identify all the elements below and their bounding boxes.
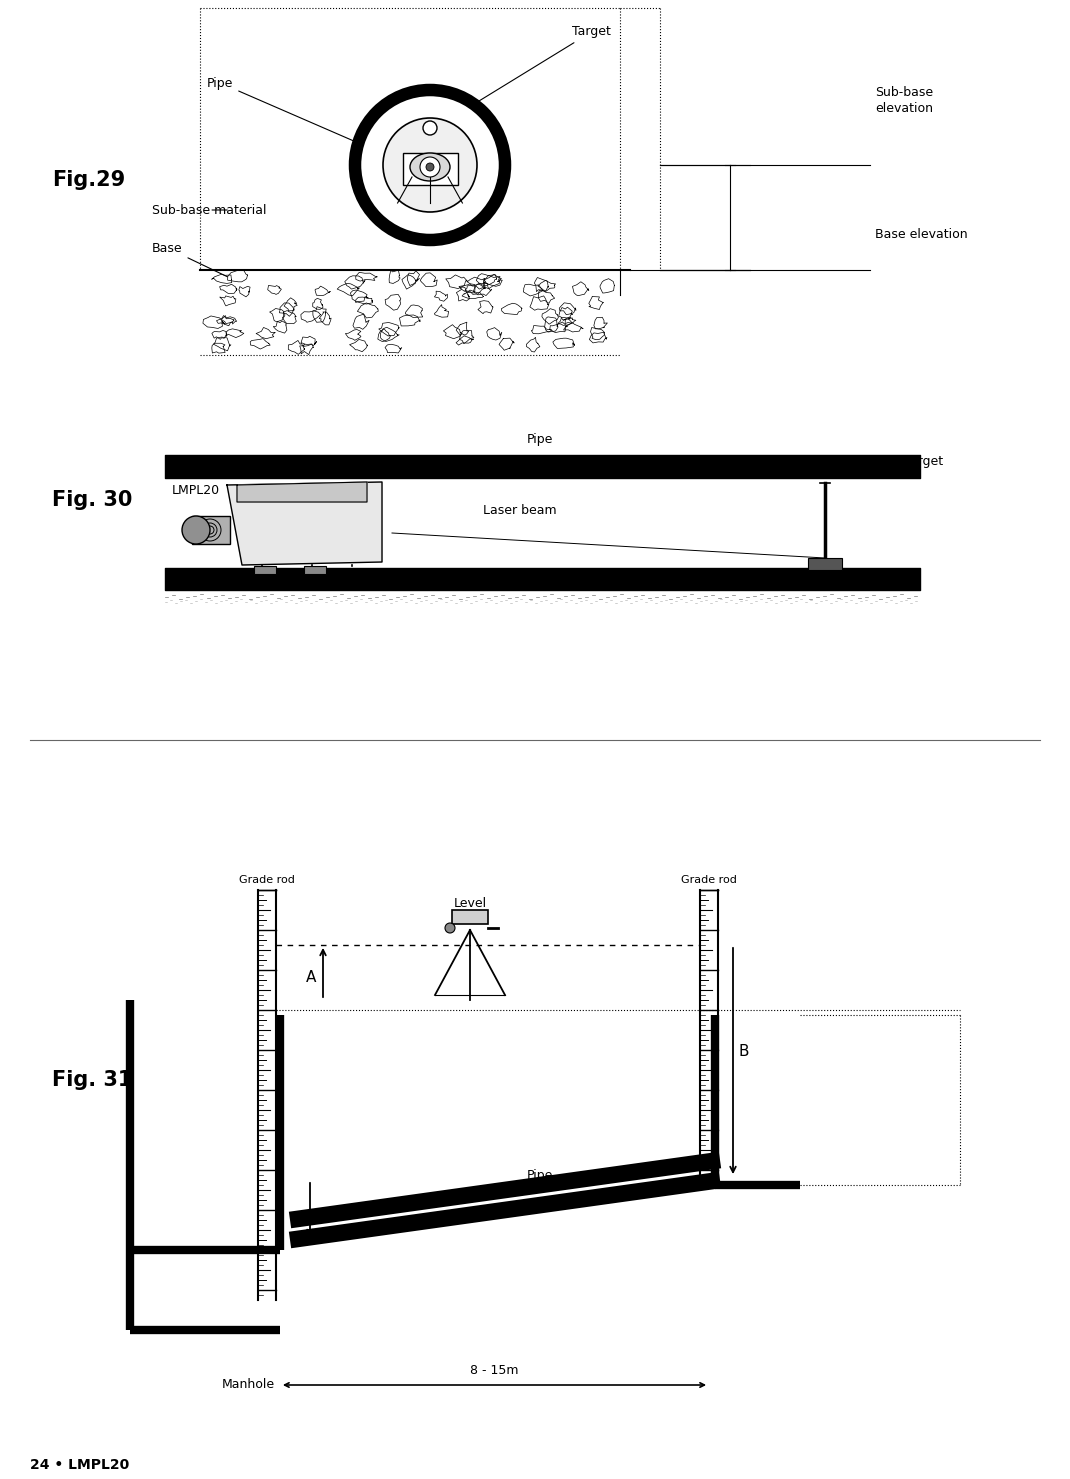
Circle shape [383,118,477,211]
Polygon shape [227,482,382,565]
Text: Sub-base
elevation: Sub-base elevation [875,86,933,114]
Text: Laser beam: Laser beam [484,503,556,516]
Text: Pipe: Pipe [207,77,361,143]
Text: 8 - 15m: 8 - 15m [470,1364,518,1377]
Text: 24 • LMPL20: 24 • LMPL20 [30,1458,129,1472]
Text: Pipe: Pipe [526,433,553,447]
Circle shape [182,516,210,544]
Circle shape [426,163,434,172]
Text: Pipe: Pipe [526,1168,553,1182]
Circle shape [421,157,440,177]
Text: Target: Target [438,25,611,127]
Bar [304,566,326,574]
Text: Base elevation: Base elevation [875,228,967,241]
Circle shape [423,121,437,135]
Circle shape [445,923,455,933]
Text: Manhole: Manhole [221,1378,275,1392]
Text: Fig.29: Fig.29 [52,170,125,189]
Text: Base: Base [152,241,228,277]
Text: Sub-base material: Sub-base material [152,204,266,216]
Text: A: A [306,970,317,985]
Text: Pipe laser target: Pipe laser target [840,456,943,469]
Polygon shape [236,482,367,501]
Bar [402,152,458,185]
Bar [808,558,842,569]
Text: Fig. 30: Fig. 30 [52,490,133,510]
Circle shape [355,90,505,240]
Bar [452,910,488,924]
Text: Grade rod: Grade rod [682,876,737,884]
Text: Grade rod: Grade rod [239,876,295,884]
Text: B: B [738,1044,749,1059]
Text: LMPL20: LMPL20 [172,484,220,497]
Text: Fig. 31: Fig. 31 [52,1069,133,1090]
Bar [192,516,230,544]
Bar [254,566,276,574]
Ellipse shape [410,152,450,180]
Text: Level: Level [454,896,487,910]
